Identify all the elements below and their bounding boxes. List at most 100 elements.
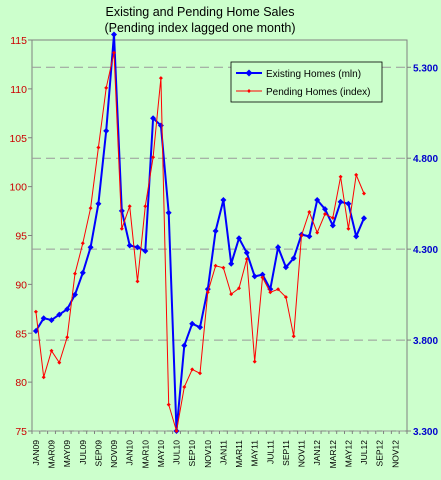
right-axis: 3.300 3.800 4.300 4.800 5.300 [407, 63, 438, 438]
point-existing [353, 233, 360, 240]
point-pending [237, 286, 241, 291]
point-pending [205, 290, 210, 295]
point-pending [213, 263, 218, 268]
x-tick-label: SEP11 [281, 440, 291, 466]
left-tick-label: 85 [15, 328, 27, 340]
x-tick-label: NOV10 [203, 440, 213, 468]
point-pending [182, 385, 187, 389]
x-tick-label: MAY12 [343, 440, 353, 468]
point-pending [252, 359, 257, 364]
series-layer [32, 31, 367, 434]
x-tick-label: JAN11 [218, 440, 228, 465]
x-tick-label: NOV12 [390, 440, 400, 468]
x-tick-label: JUL10 [172, 440, 182, 465]
point-pending [119, 226, 124, 231]
x-tick-label: NOV11 [297, 440, 307, 468]
left-tick-label: 110 [10, 84, 27, 96]
point-existing [220, 197, 227, 203]
point-pending [174, 429, 179, 433]
point-existing [290, 255, 297, 262]
point-pending [41, 375, 46, 380]
left-tick-label: 80 [15, 377, 27, 389]
left-tick-label: 115 [10, 35, 27, 47]
point-pending [73, 271, 77, 276]
x-tick-label: MAR11 [234, 440, 244, 468]
x-tick-label: JAN12 [312, 440, 322, 466]
point-pending [57, 360, 62, 365]
x-axis: JAN09 MAR09 MAY09 JUL09 SEP09 NOV09 JAN10 MAR10… [31, 431, 408, 469]
point-existing [95, 200, 102, 207]
plot-area [31, 39, 408, 432]
chart-subtitle: (Pending index lagged one month) [104, 21, 295, 35]
point-pending [268, 290, 273, 295]
x-tick-label: MAR09 [47, 440, 57, 469]
point-existing [118, 207, 125, 214]
legend-box [230, 61, 383, 103]
point-existing [134, 244, 141, 251]
point-pending [143, 204, 148, 209]
point-pending [88, 206, 93, 211]
point-pending [198, 371, 202, 376]
x-tick-label: MAY11 [250, 440, 260, 467]
point-existing [32, 328, 39, 334]
point-existing [236, 235, 242, 242]
point-existing [267, 286, 274, 293]
x-tick-label: SEP12 [375, 440, 385, 467]
point-existing [40, 315, 47, 322]
left-tick-label: 90 [15, 279, 27, 291]
left-tick-label: 95 [15, 231, 27, 243]
point-existing [87, 244, 94, 251]
x-tick-label: JAN10 [125, 440, 135, 466]
x-tick-label: JUL11 [265, 440, 275, 464]
point-pending [104, 85, 109, 90]
point-existing [259, 271, 266, 278]
point-pending [158, 76, 163, 81]
x-tick-label: SEP09 [93, 440, 103, 467]
legend: Existing Homes (mln) Pending Homes (inde… [230, 61, 383, 103]
point-existing [150, 115, 157, 122]
right-tick-label: 3.800 [413, 336, 438, 347]
point-pending [229, 292, 234, 297]
legend-label-pending: Pending Homes (index) [266, 87, 371, 98]
point-pending [323, 212, 327, 216]
point-pending [338, 174, 343, 179]
left-axis: 75 80 85 90 95 100 105 110 115 [9, 35, 32, 438]
left-tick-label: 75 [15, 426, 27, 438]
point-pending [283, 295, 288, 300]
point-pending [299, 233, 304, 238]
point-pending [362, 191, 366, 196]
x-tick-label: JAN09 [31, 440, 41, 466]
point-pending [354, 172, 359, 177]
point-existing [79, 269, 86, 276]
point-existing [337, 198, 344, 205]
point-existing [64, 306, 71, 313]
x-tick-label: MAR12 [328, 440, 338, 469]
point-existing [251, 273, 258, 280]
point-pending [307, 210, 312, 214]
point-pending [330, 215, 335, 220]
point-pending [166, 402, 171, 407]
point-existing [197, 324, 203, 331]
right-tick-label: 4.800 [413, 154, 438, 165]
point-existing [322, 206, 328, 213]
point-existing [306, 233, 313, 240]
point-existing [165, 209, 172, 216]
point-pending [96, 145, 101, 150]
point-pending [244, 257, 249, 261]
point-existing [282, 264, 289, 271]
point-existing [126, 242, 133, 249]
point-pending [260, 275, 265, 280]
x-tick-label: MAY10 [156, 440, 166, 468]
chart-title: Existing and Pending Home Sales [105, 5, 294, 19]
point-existing [314, 197, 321, 203]
point-existing [212, 228, 219, 234]
point-pending [346, 226, 351, 231]
right-tick-label: 3.300 [413, 427, 438, 438]
point-existing [48, 317, 55, 324]
point-pending [276, 287, 281, 292]
point-pending [190, 367, 195, 372]
point-pending [135, 279, 140, 284]
point-existing [243, 249, 250, 256]
